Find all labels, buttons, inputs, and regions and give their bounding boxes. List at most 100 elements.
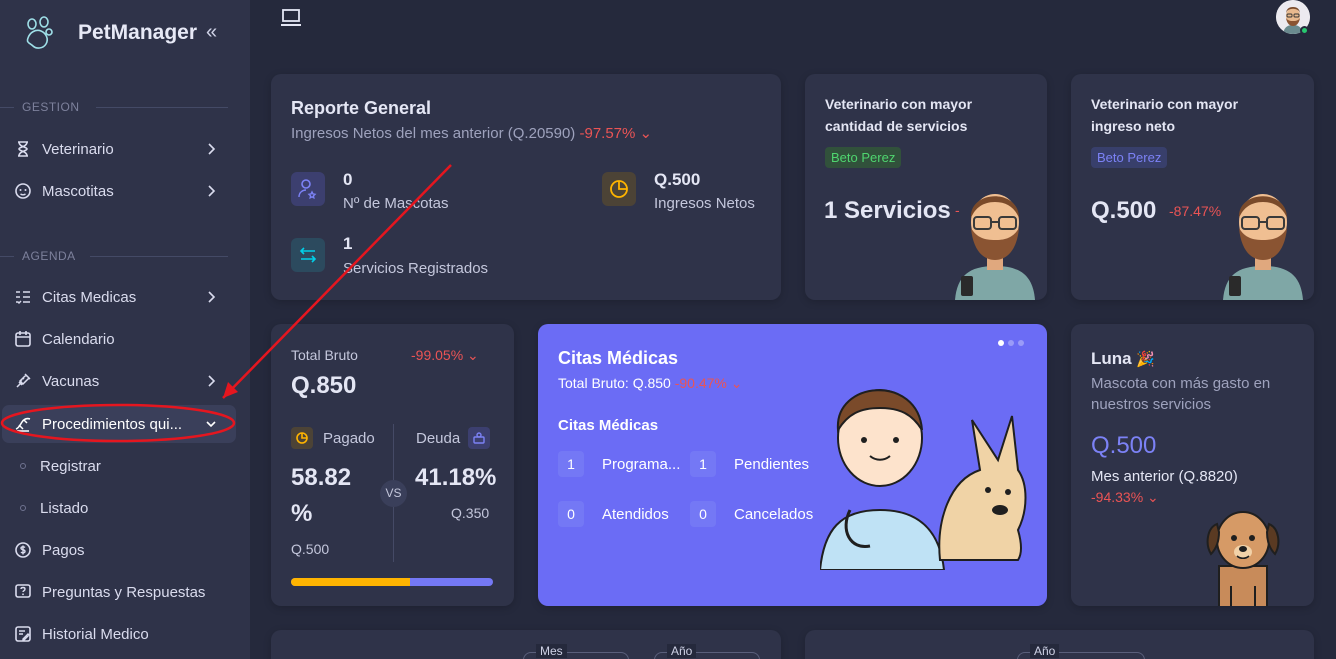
servicios-count: 1 xyxy=(343,234,353,253)
sidebar-item-vacunas[interactable]: Vacunas xyxy=(2,362,236,400)
mascotas-count: 0 xyxy=(343,170,353,189)
luna-value: Q.500 xyxy=(1091,432,1157,459)
pagado-percent: 58.82 xyxy=(291,464,352,491)
carousel-dot[interactable] xyxy=(1008,340,1014,346)
chevron-right-icon xyxy=(208,143,216,155)
bullet-icon xyxy=(20,505,26,511)
luna-prev: Mes anterior (Q.8820) xyxy=(1091,468,1238,485)
laptop-icon[interactable] xyxy=(280,8,302,28)
vet-servicios-title-1: Veterinario con mayor xyxy=(825,96,973,112)
anio-select-1[interactable]: Año xyxy=(654,644,760,659)
sidebar-item-label: Calendario xyxy=(42,330,115,348)
sidebar-item-pagos[interactable]: Pagos xyxy=(2,531,236,569)
vet-ingreso-badge: Beto Perez xyxy=(1091,147,1168,168)
sidebar-item-mascotitas[interactable]: Mascotitas xyxy=(2,172,236,210)
deuda-row: Deuda xyxy=(416,427,491,449)
veterinarian-illustration-icon xyxy=(1223,194,1303,300)
pagado-percent-sign: % xyxy=(291,500,313,527)
brand[interactable]: PetManager xyxy=(22,16,197,50)
pagado-progress-fill xyxy=(291,578,410,586)
sidebar-item-calendario[interactable]: Calendario xyxy=(2,320,236,358)
hourglass-icon xyxy=(18,141,28,157)
mascotas-label: Nº de Mascotas xyxy=(343,195,449,212)
luna-name-row: Luna 🎉 xyxy=(1091,349,1155,369)
carousel-dot[interactable] xyxy=(1018,340,1024,346)
pie-chart-icon xyxy=(602,172,636,206)
luna-desc-2: nuestros servicios xyxy=(1091,396,1212,413)
bruto-label: Total Bruto xyxy=(291,347,358,363)
sidebar-item-preguntas[interactable]: Preguntas y Respuestas xyxy=(2,573,236,611)
programadas-label: Programa... xyxy=(602,455,681,473)
vet-servicios-badge: Beto Perez xyxy=(825,147,902,168)
section-agenda-label: AGENDA xyxy=(22,249,76,263)
bottom-right-card: Año xyxy=(805,630,1314,659)
atendidos-label: Atendidos xyxy=(602,505,669,523)
atendidos-count: 0 xyxy=(558,501,584,527)
paw-logo-icon xyxy=(26,16,53,49)
mes-select[interactable]: Mes xyxy=(523,644,629,659)
sidebar-item-historial[interactable]: Historial Medico xyxy=(2,615,236,653)
total-bruto-card: Total Bruto -99.05% ⌄ Q.850 Pagado Deuda… xyxy=(271,324,514,606)
luna-desc-1: Mascota con más gasto en xyxy=(1091,375,1271,392)
vet-ingreso-value: Q.500 xyxy=(1091,197,1157,224)
deuda-percent: 41.18% xyxy=(415,464,497,491)
sidebar-item-label: Listado xyxy=(40,499,89,517)
vet-servicios-card: Veterinario con mayor cantidad de servic… xyxy=(805,74,1047,300)
pagado-progress-bar xyxy=(291,578,493,586)
carousel-dot-active[interactable] xyxy=(998,340,1004,346)
surgery-icon xyxy=(15,417,31,432)
citas-subtitle-row: Total Bruto: Q.850 -90.47% ⌄ xyxy=(558,375,743,392)
pagado-label: Pagado xyxy=(323,429,375,447)
chevron-down-icon: ⌄ xyxy=(467,347,479,363)
sidebar-item-procedimientos[interactable]: Procedimientos qui... xyxy=(2,405,236,443)
bruto-change: -99.05% xyxy=(411,347,464,363)
chevron-right-icon xyxy=(208,185,216,197)
sidebar-item-veterinario[interactable]: Veterinario xyxy=(2,130,236,168)
programadas-stat: 1 Programa... xyxy=(558,451,680,477)
anio-select-2[interactable]: Año xyxy=(1017,644,1145,659)
citas-change: -90.47% xyxy=(674,375,727,391)
vet-servicios-title-2: cantidad de servicios xyxy=(825,118,968,134)
reporte-subtitle: Ingresos Netos del mes anterior (Q.20590… xyxy=(291,125,576,142)
vet-servicios-value: 1 Servicios xyxy=(824,197,951,224)
bottom-left-card: Mes Año xyxy=(271,630,781,659)
pendientes-stat: 1 Pendientes xyxy=(690,451,809,477)
vet-servicios-change-fragment: - xyxy=(955,202,960,218)
user-avatar-icon xyxy=(1276,0,1310,34)
mes-select-label: Mes xyxy=(536,644,567,658)
sidebar-item-label: Veterinario xyxy=(42,140,114,158)
reporte-title: Reporte General xyxy=(291,98,432,118)
anio-select-label: Año xyxy=(667,644,697,658)
pet-face-icon xyxy=(15,183,31,199)
user-avatar[interactable] xyxy=(1276,0,1310,34)
dog-illustration-icon xyxy=(1206,511,1280,606)
ingresos-label: Ingresos Netos xyxy=(654,195,755,212)
sidebar-item-label: Vacunas xyxy=(42,372,100,390)
vet-with-dog-illustration-icon xyxy=(820,389,1027,570)
calendar-icon xyxy=(15,331,31,347)
collapse-sidebar-icon[interactable]: « xyxy=(206,21,218,43)
coin-icon xyxy=(15,542,31,558)
sidebar-subitem-listado[interactable]: Listado xyxy=(2,489,236,527)
chevron-down-icon xyxy=(206,421,216,428)
sidebar-subitem-registrar[interactable]: Registrar xyxy=(2,447,236,485)
chevron-down-icon: ⌄ xyxy=(1147,489,1159,505)
deuda-label: Deuda xyxy=(416,429,461,447)
online-status-dot xyxy=(1300,26,1309,35)
sidebar-item-citas-medicas[interactable]: Citas Medicas xyxy=(2,278,236,316)
section-gestion-label: GESTION xyxy=(22,100,80,114)
bruto-value: Q.850 xyxy=(291,372,357,399)
vet-ingreso-change: -87.47% xyxy=(1169,203,1222,219)
bruto-change-row: -99.05% ⌄ xyxy=(411,347,479,364)
sidebar-item-label: Citas Medicas xyxy=(42,288,137,306)
luna-change-row: -94.33% ⌄ xyxy=(1091,489,1159,506)
help-icon xyxy=(15,584,31,598)
syringe-icon xyxy=(16,373,31,388)
vet-ingreso-card: Veterinario con mayor ingreso neto Beto … xyxy=(1071,74,1314,300)
transfer-arrows-icon xyxy=(291,238,325,272)
money-icon xyxy=(468,427,491,449)
top-bar xyxy=(270,0,1336,56)
cancelados-count: 0 xyxy=(690,501,716,527)
carousel-indicators[interactable] xyxy=(998,340,1024,346)
pagado-row: Pagado xyxy=(291,427,375,449)
